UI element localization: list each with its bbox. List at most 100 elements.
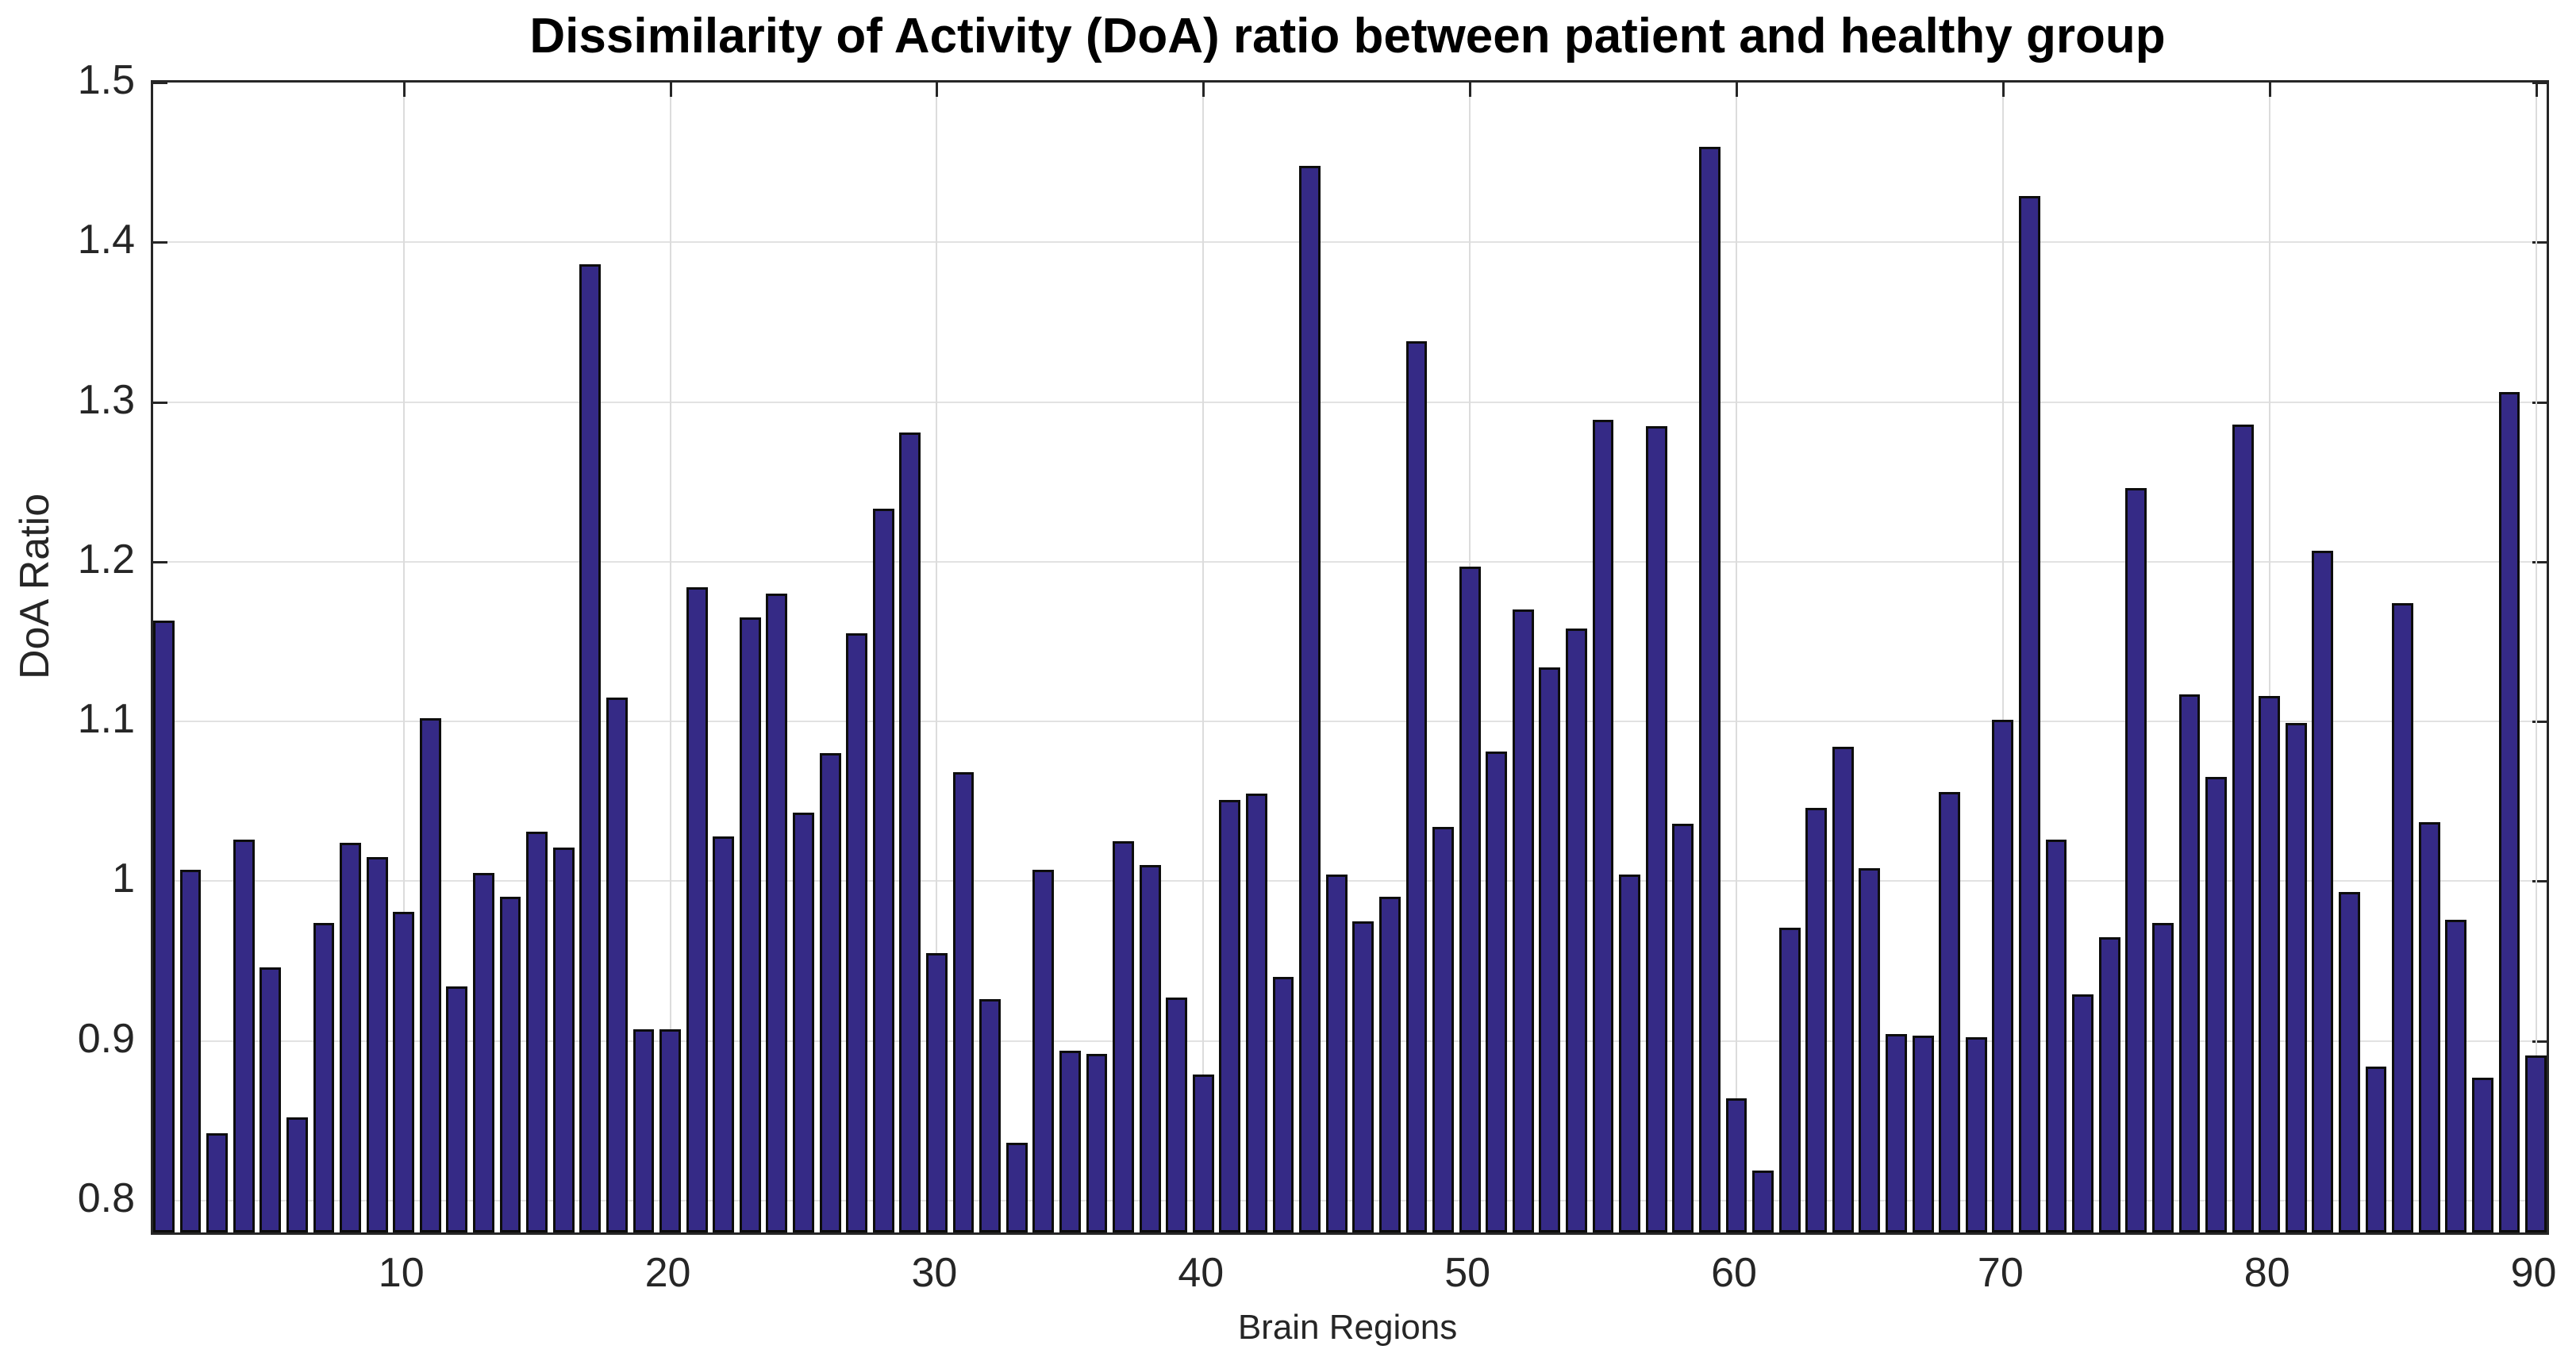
bar — [1113, 840, 1134, 1232]
x-tick-mark — [669, 83, 672, 97]
bar — [1832, 747, 1854, 1232]
x-tick-label: 50 — [1444, 1250, 1491, 1296]
bar — [1566, 629, 1587, 1232]
bar — [925, 952, 948, 1232]
bar — [313, 922, 335, 1232]
bar — [2312, 550, 2334, 1232]
v-gridline — [669, 83, 671, 1232]
bar — [552, 848, 575, 1232]
bar — [1378, 897, 1401, 1232]
bar — [286, 1117, 308, 1232]
bar — [606, 697, 628, 1232]
bar — [1432, 826, 1454, 1232]
bar — [1059, 1050, 1081, 1232]
bar — [739, 617, 761, 1232]
bar — [2498, 392, 2520, 1232]
bar — [1032, 870, 1055, 1232]
bar — [340, 842, 361, 1232]
bar — [1859, 868, 1881, 1232]
bar — [2339, 892, 2360, 1232]
y-tick-mark — [2532, 721, 2547, 723]
bar — [446, 986, 468, 1232]
x-tick-mark — [402, 83, 406, 97]
h-gridline — [153, 401, 2547, 403]
bar — [2151, 922, 2174, 1232]
bar — [1778, 927, 1801, 1232]
bar — [1405, 341, 1428, 1232]
y-tick-label: 1.4 — [77, 217, 135, 263]
bar — [1246, 793, 1267, 1232]
h-gridline — [153, 880, 2547, 882]
bar — [419, 717, 441, 1232]
bar — [1005, 1143, 1028, 1232]
x-tick-mark — [2001, 83, 2005, 97]
bar — [2418, 821, 2440, 1232]
bar — [499, 897, 521, 1232]
y-tick-label: 0.8 — [77, 1175, 135, 1221]
x-axis-label: Brain Regions — [1237, 1308, 1458, 1347]
bar — [1086, 1053, 1108, 1232]
bar — [1459, 566, 1481, 1232]
bar — [2072, 994, 2094, 1232]
bar — [872, 509, 894, 1232]
bar — [2098, 936, 2120, 1232]
y-tick-label: 1.2 — [77, 536, 135, 582]
bar — [1619, 875, 1641, 1232]
bar — [1592, 419, 1614, 1232]
h-gridline — [153, 560, 2547, 563]
y-tick-label: 1 — [112, 855, 135, 902]
bar — [2232, 424, 2254, 1232]
y-tick-mark — [2532, 82, 2547, 84]
y-tick-mark — [2532, 1040, 2547, 1043]
bar — [1965, 1037, 1987, 1232]
bar — [393, 911, 415, 1232]
bar — [1992, 720, 2014, 1232]
bar — [1886, 1034, 1907, 1232]
bar — [846, 633, 868, 1232]
bar — [579, 264, 602, 1232]
bar — [1645, 425, 1667, 1232]
y-axis-label: DoA Ratio — [11, 494, 59, 679]
bar — [1512, 609, 1534, 1232]
bar — [659, 1029, 681, 1232]
bar — [233, 839, 255, 1232]
x-tick-mark — [936, 83, 939, 97]
y-tick-label: 1.3 — [77, 376, 135, 423]
bar — [2445, 919, 2467, 1232]
bar — [1752, 1170, 1774, 1232]
x-tick-label: 10 — [378, 1250, 425, 1296]
bar — [1672, 823, 1694, 1232]
v-gridline — [1735, 83, 1737, 1232]
bar — [206, 1133, 229, 1232]
bar — [1725, 1098, 1747, 1232]
y-tick-mark — [153, 401, 167, 404]
bar — [713, 836, 735, 1232]
bar — [2471, 1077, 2493, 1232]
y-axis-label-text: DoA Ratio — [12, 493, 58, 679]
y-tick-mark — [2532, 560, 2547, 563]
bar — [260, 967, 282, 1232]
bar — [899, 432, 921, 1232]
chart-title: Dissimilarity of Activity (DoA) ratio be… — [529, 9, 2166, 63]
x-tick-label: 40 — [1178, 1250, 1225, 1296]
bar — [2365, 1066, 2387, 1232]
h-gridline — [153, 1199, 2547, 1201]
h-gridline — [153, 721, 2547, 722]
y-tick-mark — [2532, 880, 2547, 883]
bar — [1698, 146, 1721, 1232]
bar — [632, 1029, 655, 1232]
bar — [2285, 723, 2307, 1232]
v-gridline — [936, 83, 938, 1232]
x-tick-mark — [1202, 83, 1205, 97]
x-tick-label: 80 — [2243, 1250, 2290, 1296]
v-gridline — [1202, 83, 1205, 1232]
y-tick-label: 1.1 — [77, 696, 135, 742]
bar — [1299, 165, 1321, 1232]
bar — [766, 594, 788, 1232]
bar — [1486, 752, 1508, 1232]
bar — [819, 753, 841, 1232]
bar — [2178, 694, 2201, 1232]
bar — [1805, 807, 1828, 1232]
x-tick-label: 90 — [2510, 1250, 2557, 1296]
